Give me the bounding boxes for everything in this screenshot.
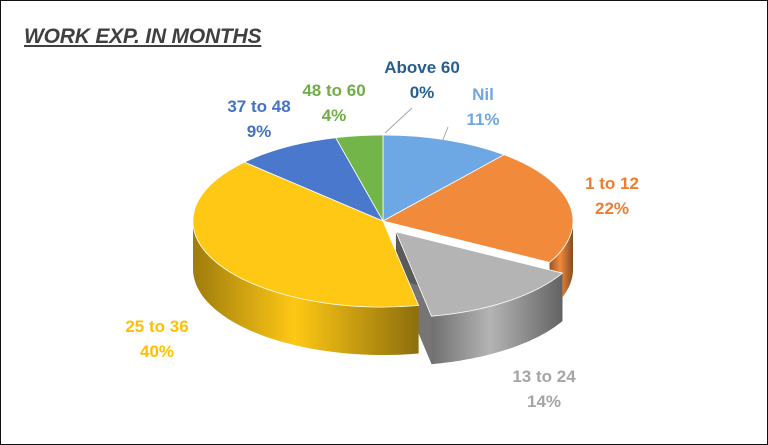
chart-title: WORK EXP. IN MONTHS	[24, 25, 262, 48]
slice-labels: Nil 11% 1 to 12 22% 13 to 24 14% 25 to 36 40% 37…	[125, 58, 639, 411]
slice-label-1-to-12: 1 to 12 22%	[585, 174, 639, 218]
leader-line-nil	[441, 126, 449, 143]
slice-label-nil: Nil 11%	[466, 85, 499, 129]
pie-tops	[192, 134, 574, 317]
leader-lines	[384, 107, 449, 143]
leader-line-above-60	[384, 107, 413, 134]
slice-13-to-24	[395, 231, 564, 317]
slice-label-37-to-48: 37 to 48 9%	[227, 97, 290, 141]
slice-nil	[382, 134, 506, 222]
slice-label-above-60: Above 60 0%	[384, 58, 460, 102]
slice-48-to-60	[335, 134, 384, 223]
slice-label-48-to-60: 48 to 60 4%	[302, 81, 365, 125]
slice-25-to-36	[192, 161, 420, 308]
slice-side-13-to-24	[431, 273, 563, 365]
slice-37-to-48	[243, 137, 384, 222]
slice-label-25-to-36: 25 to 36 40%	[125, 317, 188, 361]
slice-label-13-to-24: 13 to 24 14%	[512, 367, 576, 411]
slice-1-to-12	[381, 154, 574, 263]
slice-side-25-to-36	[193, 221, 419, 355]
